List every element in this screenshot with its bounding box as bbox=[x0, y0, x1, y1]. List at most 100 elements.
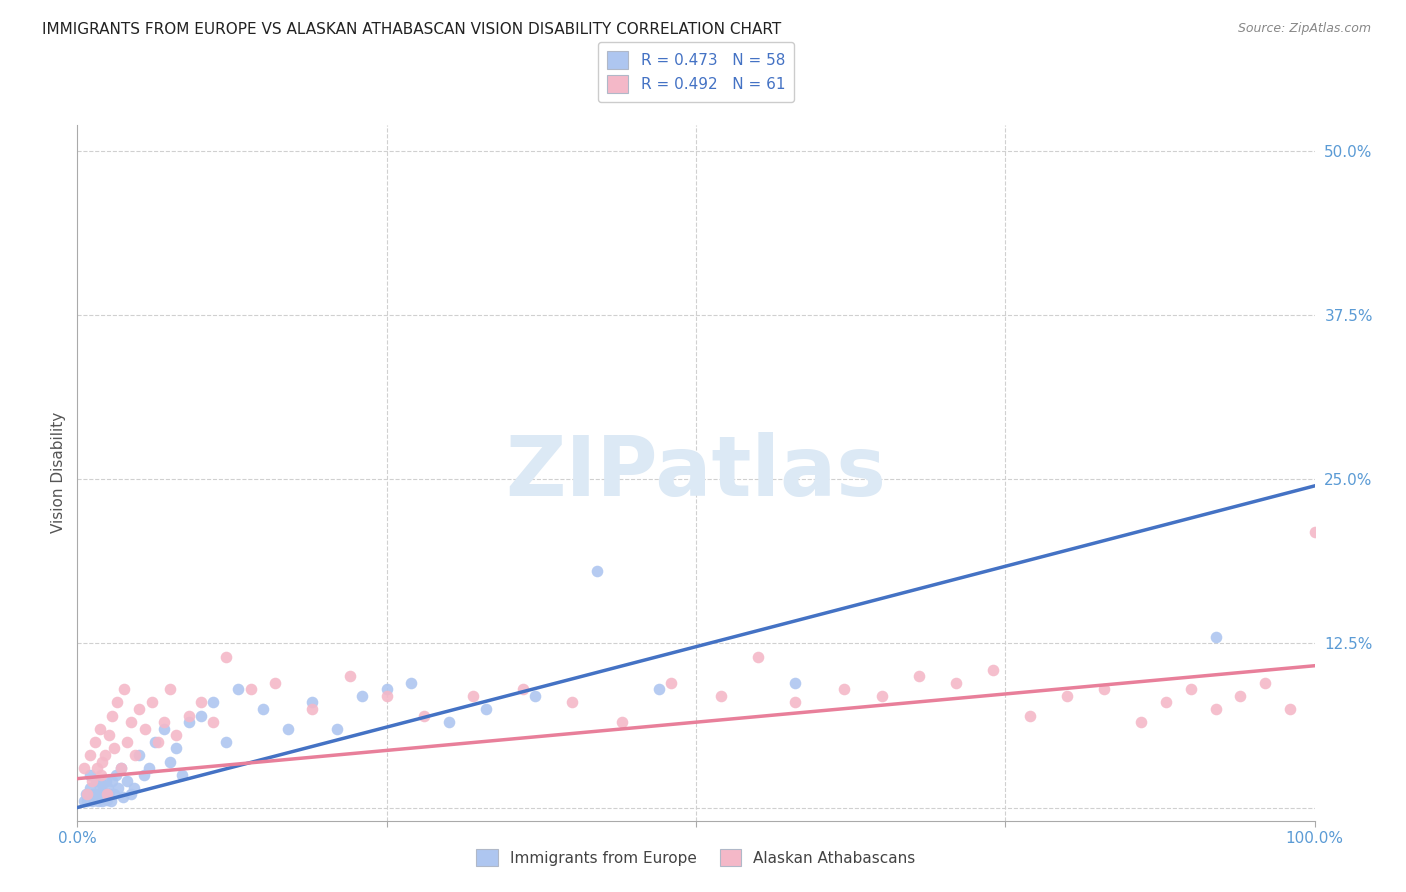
Point bbox=[1278, 702, 1301, 716]
Point bbox=[512, 682, 534, 697]
Point bbox=[1056, 689, 1078, 703]
Point bbox=[104, 767, 127, 781]
Point bbox=[524, 689, 547, 703]
Point bbox=[91, 755, 114, 769]
Point bbox=[1019, 708, 1042, 723]
Point bbox=[103, 741, 125, 756]
Point bbox=[96, 792, 118, 806]
Point bbox=[202, 696, 225, 710]
Point bbox=[301, 696, 323, 710]
Point bbox=[190, 696, 212, 710]
Point bbox=[79, 780, 101, 795]
Point bbox=[101, 708, 124, 723]
Point bbox=[747, 649, 769, 664]
Point bbox=[101, 774, 124, 789]
Point bbox=[83, 735, 105, 749]
Point bbox=[72, 794, 94, 808]
Point bbox=[239, 682, 262, 697]
Point bbox=[1130, 715, 1153, 730]
Point bbox=[120, 715, 142, 730]
Point bbox=[76, 788, 98, 802]
Point bbox=[172, 767, 194, 781]
Point bbox=[165, 741, 187, 756]
Point bbox=[110, 761, 132, 775]
Point bbox=[202, 715, 225, 730]
Point bbox=[561, 696, 583, 710]
Point bbox=[177, 715, 200, 730]
Point bbox=[375, 682, 398, 697]
Point bbox=[112, 682, 135, 697]
Point bbox=[134, 767, 156, 781]
Point bbox=[375, 689, 398, 703]
Point bbox=[91, 777, 114, 791]
Point bbox=[84, 774, 107, 789]
Point bbox=[350, 689, 373, 703]
Point bbox=[177, 708, 200, 723]
Point bbox=[82, 788, 104, 802]
Point bbox=[76, 794, 98, 808]
Point bbox=[945, 675, 967, 690]
Point bbox=[339, 669, 361, 683]
Point bbox=[159, 682, 181, 697]
Point bbox=[1154, 696, 1177, 710]
Point bbox=[783, 675, 806, 690]
Legend: Immigrants from Europe, Alaskan Athabascans: Immigrants from Europe, Alaskan Athabasc… bbox=[467, 839, 925, 876]
Point bbox=[159, 755, 181, 769]
Point bbox=[105, 696, 128, 710]
Point bbox=[122, 780, 145, 795]
Point bbox=[326, 722, 349, 736]
Point bbox=[834, 682, 856, 697]
Point bbox=[401, 675, 423, 690]
Point bbox=[277, 722, 299, 736]
Point bbox=[90, 788, 112, 802]
Point bbox=[89, 780, 111, 795]
Point bbox=[128, 702, 150, 716]
Point bbox=[75, 788, 97, 802]
Point bbox=[165, 728, 187, 742]
Point bbox=[138, 761, 160, 775]
Point bbox=[1205, 702, 1227, 716]
Point bbox=[264, 675, 287, 690]
Point bbox=[100, 794, 122, 808]
Point bbox=[1092, 682, 1115, 697]
Point bbox=[586, 564, 609, 578]
Point bbox=[1205, 630, 1227, 644]
Point bbox=[474, 702, 496, 716]
Point bbox=[907, 669, 929, 683]
Point bbox=[134, 722, 156, 736]
Point bbox=[97, 780, 120, 795]
Point bbox=[110, 761, 132, 775]
Point bbox=[870, 689, 893, 703]
Point bbox=[90, 767, 112, 781]
Point bbox=[226, 682, 249, 697]
Point bbox=[84, 790, 107, 805]
Point bbox=[1303, 524, 1326, 539]
Point bbox=[141, 696, 163, 710]
Point bbox=[1254, 675, 1277, 690]
Point bbox=[128, 747, 150, 762]
Text: ZIPatlas: ZIPatlas bbox=[506, 433, 886, 513]
Point bbox=[82, 774, 104, 789]
Point bbox=[124, 747, 146, 762]
Point bbox=[93, 747, 115, 762]
Point bbox=[437, 715, 460, 730]
Point bbox=[87, 794, 110, 808]
Point bbox=[190, 708, 212, 723]
Point bbox=[86, 761, 108, 775]
Point bbox=[252, 702, 274, 716]
Point bbox=[412, 708, 434, 723]
Point bbox=[1229, 689, 1251, 703]
Point bbox=[710, 689, 733, 703]
Point bbox=[96, 788, 118, 802]
Point bbox=[143, 735, 166, 749]
Point bbox=[98, 728, 121, 742]
Point bbox=[89, 722, 111, 736]
Point bbox=[91, 794, 114, 808]
Point bbox=[112, 790, 135, 805]
Point bbox=[98, 788, 121, 802]
Point bbox=[301, 702, 323, 716]
Text: Source: ZipAtlas.com: Source: ZipAtlas.com bbox=[1237, 22, 1371, 36]
Point bbox=[91, 785, 114, 799]
Text: IMMIGRANTS FROM EUROPE VS ALASKAN ATHABASCAN VISION DISABILITY CORRELATION CHART: IMMIGRANTS FROM EUROPE VS ALASKAN ATHABA… bbox=[42, 22, 782, 37]
Point bbox=[153, 722, 176, 736]
